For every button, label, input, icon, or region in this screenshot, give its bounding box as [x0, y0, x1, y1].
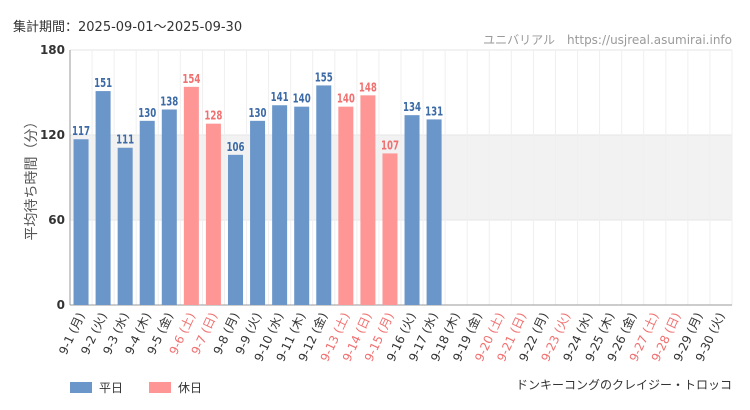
legend-holiday-label: 休日	[178, 381, 203, 395]
bar	[183, 86, 199, 305]
bar	[161, 109, 177, 305]
bar-value-label: 117	[72, 125, 90, 139]
y-axis-title: 平均待ち時間（分）	[24, 115, 40, 241]
bar-value-label: 140	[337, 92, 355, 106]
bar-value-label: 155	[315, 71, 333, 85]
bar-value-label: 138	[160, 95, 178, 109]
legend-weekday-swatch	[70, 382, 92, 393]
bar	[73, 139, 89, 305]
period-label: 集計期間：2025-09-01～2025-09-30	[13, 20, 243, 35]
bar-value-label: 134	[403, 101, 421, 115]
bar-value-label: 141	[271, 91, 289, 105]
legend-holiday: 休日	[149, 379, 202, 396]
bar	[316, 85, 332, 306]
attraction-name: ドンキーコングのクレイジー・トロッコ	[515, 378, 732, 392]
bar-value-label: 128	[204, 109, 222, 123]
legend-weekday: 平日	[70, 379, 123, 396]
bar	[294, 106, 310, 306]
legend-holiday-swatch	[149, 382, 172, 393]
bar-value-label: 111	[116, 133, 134, 147]
bar-value-label: 130	[138, 107, 156, 121]
y-tick-label: 180	[40, 43, 65, 57]
bar	[382, 153, 398, 305]
bar	[205, 123, 221, 306]
legend: 平日 休日	[70, 379, 202, 396]
bar	[95, 91, 111, 305]
site-credit: ユニバリアル https://usjreal.asumirai.info	[483, 33, 732, 47]
bar-value-label: 154	[182, 73, 200, 87]
bar-value-label: 106	[226, 141, 244, 155]
bar-value-label: 107	[381, 139, 399, 153]
bar	[117, 147, 133, 305]
bar-value-label: 148	[359, 81, 377, 95]
bar	[250, 120, 266, 305]
bar	[360, 95, 376, 305]
bar-value-label: 151	[94, 77, 112, 91]
legend-weekday-label: 平日	[99, 381, 124, 395]
bar	[426, 119, 442, 306]
y-tick-label: 120	[40, 128, 65, 142]
bar	[272, 105, 288, 305]
bar	[338, 106, 354, 306]
bar-value-label: 130	[249, 107, 267, 121]
bar-value-label: 131	[425, 105, 443, 119]
y-tick-label: 0	[57, 298, 65, 312]
y-tick-label: 60	[48, 213, 65, 227]
bar	[404, 115, 420, 306]
bar	[139, 120, 155, 305]
bar	[228, 154, 243, 305]
bar-value-label: 140	[293, 92, 311, 106]
